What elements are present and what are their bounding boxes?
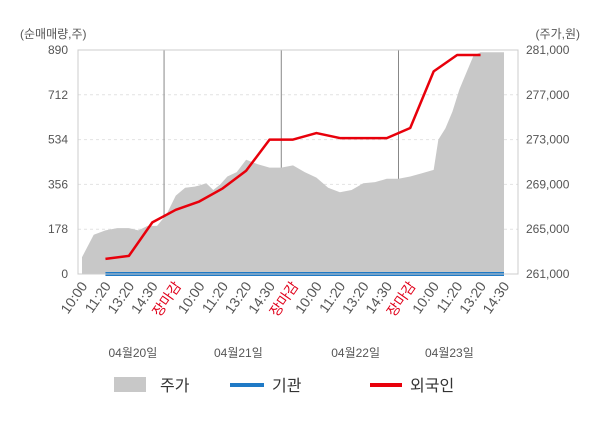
right-tick-label: 265,000 xyxy=(526,222,570,236)
legend-label-foreigner: 외국인 xyxy=(410,377,454,395)
left-tick-label: 890 xyxy=(48,43,68,57)
left-tick-label: 534 xyxy=(48,133,68,147)
left-tick-label: 712 xyxy=(48,88,68,102)
price-area-series xyxy=(82,52,504,274)
x-tick-label: 10:00 xyxy=(409,278,442,316)
legend-label-institution: 기관 xyxy=(272,377,302,395)
left-tick-label: 0 xyxy=(61,267,68,281)
x-tick-label: 10:00 xyxy=(292,278,325,316)
left-axis-unit: (순매매량,주) xyxy=(20,27,87,41)
x-tick-label: 10:00 xyxy=(174,278,207,316)
right-tick-label: 261,000 xyxy=(526,267,570,281)
right-tick-label: 273,000 xyxy=(526,133,570,147)
date-labels: 04월20일 04월21일 04월22일 04월23일 xyxy=(108,346,473,360)
x-axis-ticks: 10:0011:2013:2014:30장마감10:0011:2013:2014… xyxy=(57,278,512,319)
legend-swatch-institution xyxy=(230,383,264,387)
legend-label-price: 주가 xyxy=(160,377,190,395)
left-tick-label: 178 xyxy=(48,222,68,236)
left-axis-ticks: 890 712 534 356 178 0 xyxy=(48,43,68,281)
right-axis-ticks: 281,000 277,000 273,000 269,000 265,000 261,0… xyxy=(526,43,570,281)
date-label: 04월20일 xyxy=(108,346,157,360)
left-tick-label: 356 xyxy=(48,177,68,191)
x-tick-label: 14:30 xyxy=(479,278,512,316)
legend-swatch-price xyxy=(114,377,146,392)
right-tick-label: 269,000 xyxy=(526,177,570,191)
right-axis-unit: (주가,원) xyxy=(536,27,580,41)
x-tick-label: 10:00 xyxy=(57,278,90,316)
date-label: 04월23일 xyxy=(425,346,474,360)
legend-swatch-foreigner xyxy=(370,383,402,387)
right-tick-label: 277,000 xyxy=(526,88,570,102)
plot-border xyxy=(77,49,519,275)
date-label: 04월22일 xyxy=(331,346,380,360)
date-label: 04월21일 xyxy=(214,346,263,360)
right-tick-label: 281,000 xyxy=(526,43,570,57)
foreigner-line xyxy=(105,53,481,261)
legend: 주가 기관 외국인 xyxy=(114,377,454,395)
